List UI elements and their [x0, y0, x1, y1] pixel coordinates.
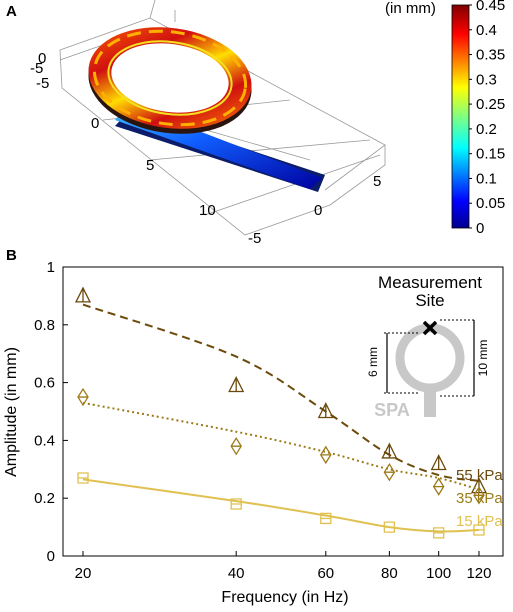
a-tick-ring-0: 0 [38, 50, 46, 67]
colorbar-tick-label: 0.15 [476, 146, 505, 163]
a-tick-bottom-5: 5 [373, 173, 381, 190]
inset-dim-6mm-label: 6 mm [366, 347, 380, 377]
data-point-square [433, 527, 445, 539]
data-point-square [383, 521, 396, 533]
inset-ring [395, 323, 465, 393]
colorbar [451, 4, 470, 229]
data-point-triangle [430, 454, 447, 471]
a-tick-center-10: 10 [199, 202, 216, 219]
x-tick-label: 120 [466, 565, 491, 582]
inset-device-label: SPA [374, 400, 410, 420]
colorbar-unit-label: (in mm) [385, 0, 436, 17]
legend-label: 35 kPa [456, 490, 503, 507]
inset-title-line1: Measurement [378, 273, 482, 292]
colorbar-tick-label: 0.4 [476, 22, 497, 39]
panel-b-label: B [6, 247, 17, 264]
a-tick-bottom-neg5: -5 [248, 230, 261, 247]
colorbar-tick-label: 0 [476, 220, 484, 237]
inset-dim-10mm-label: 10 mm [476, 340, 490, 377]
data-point-square [320, 512, 332, 525]
y-tick-label: 0 [47, 548, 55, 565]
y-tick-label: 0.4 [34, 432, 55, 449]
data-point-square [77, 472, 89, 484]
colorbar-tick-label: 0.3 [476, 71, 497, 88]
a-tick-ring-neg5b: -5 [36, 75, 49, 92]
data-point-diamond [432, 477, 445, 496]
x-tick-label: 60 [317, 565, 334, 582]
plot-area [62, 266, 504, 557]
a-tick-ring-neg5: -5 [30, 60, 43, 77]
colorbar-tick-label: 0.35 [476, 47, 505, 64]
y-axis-ticks: 0 0.2 0.4 0.6 0.8 1 [34, 259, 68, 565]
y-axis-title: Amplitude (in mm) [3, 347, 20, 477]
a-tick-center-5: 5 [146, 157, 154, 174]
spa-inset: Measurement Site 6 mm 10 mm SPA [366, 273, 490, 420]
colorbar-ticks: 0.45 0.4 0.35 0.3 0.25 0.2 0.15 0.1 0.05 0 [469, 0, 505, 237]
data-point-triangle [381, 442, 398, 459]
legend-label: 55 kPa [456, 467, 503, 484]
data-point-diamond [320, 445, 332, 465]
x-tick-label: 80 [381, 565, 398, 582]
series-layer [74, 286, 488, 539]
y-tick-label: 1 [47, 259, 55, 276]
inset-title-line2: Site [415, 291, 444, 310]
x-tick-label: 20 [75, 565, 92, 582]
colorbar-tick-label: 0.2 [476, 121, 497, 138]
a-tick-center-0: 0 [91, 115, 99, 132]
a-tick-bottom-0: 0 [314, 202, 322, 219]
y-tick-label: 0.6 [34, 375, 55, 392]
colorbar-tick-label: 0.45 [476, 0, 505, 14]
data-point-diamond [473, 486, 485, 505]
spa-3d-surface [88, 27, 325, 192]
series-fit-line [82, 303, 480, 482]
y-tick-label: 0.2 [34, 490, 55, 507]
series-fit-line [82, 401, 480, 491]
data-point-diamond [77, 387, 89, 407]
y-tick-label: 0.8 [34, 317, 55, 334]
legend: 55 kPa 35 kPa 15 kPa [456, 467, 503, 530]
data-point-triangle [228, 376, 245, 393]
data-point-triangle [74, 286, 92, 303]
legend-label: 15 kPa [456, 513, 503, 530]
x-tick-label: 100 [426, 565, 451, 582]
inset-stem [424, 386, 436, 417]
data-point-square [473, 524, 485, 536]
x-axis-title: Frequency (in Hz) [221, 589, 348, 606]
data-point-triangle [470, 477, 488, 494]
inset-dim-guides [384, 319, 475, 397]
data-point-square [230, 498, 242, 510]
data-point-diamond [383, 462, 396, 482]
colorbar-tick-label: 0.25 [476, 96, 505, 113]
x-axis-ticks: 20 40 60 80 100 120 [75, 551, 491, 582]
data-point-triangle [317, 402, 334, 419]
colorbar-tick-label: 0.1 [476, 170, 497, 187]
data-point-diamond [230, 436, 242, 456]
x-tick-label: 40 [228, 565, 245, 582]
colorbar-tick-label: 0.05 [476, 195, 505, 212]
measurement-site-marker [422, 320, 438, 336]
panel-a-label: A [6, 3, 17, 20]
series-fit-line [82, 478, 480, 533]
